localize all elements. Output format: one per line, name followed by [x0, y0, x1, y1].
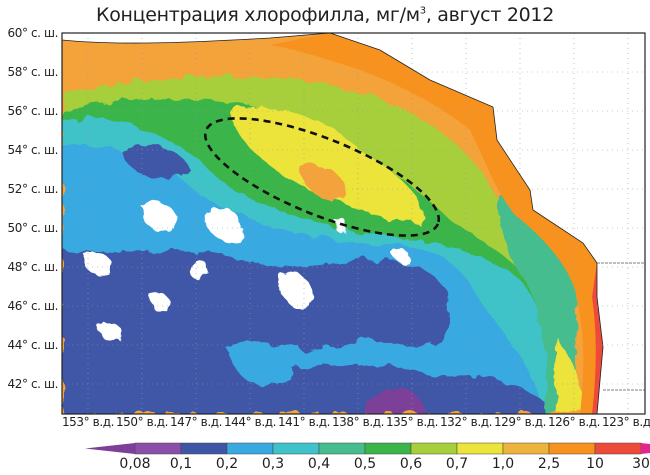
colorbar-label: 0,7	[445, 456, 469, 472]
latitude-label: 50° с. ш.	[7, 221, 58, 235]
colorbar-segment	[272, 442, 320, 455]
colorbar-segment	[226, 442, 274, 455]
latitude-label: 42° с. ш.	[7, 377, 58, 391]
region-dark-blue-south	[62, 307, 560, 414]
inland-border	[597, 262, 645, 391]
chlorophyll-field	[62, 33, 645, 414]
colorbar-segment	[134, 442, 182, 455]
longitude-label: 129° в.д.	[493, 415, 547, 429]
latitude-label: 54° с. ш.	[7, 143, 58, 157]
colorbar	[85, 442, 650, 455]
region-purple	[365, 386, 425, 414]
colorbar-segment	[548, 442, 596, 455]
longitude-label: 138° в.д.	[331, 415, 385, 429]
colorbar-segment	[502, 442, 550, 455]
latitude-label: 46° с. ш.	[7, 299, 58, 313]
coastal-band-orange	[270, 33, 603, 414]
longitude-label: 141° в.д.	[277, 415, 331, 429]
longitude-label: 132° в.д.	[439, 415, 493, 429]
colorbar-segment	[318, 442, 366, 455]
land	[62, 33, 645, 414]
colorbar-segment	[364, 442, 412, 455]
latitude-label: 44° с. ш.	[7, 338, 58, 352]
colorbar-label: 30	[632, 456, 650, 472]
colorbar-label: 0,08	[119, 456, 151, 472]
colorbar-segment	[410, 442, 458, 455]
title-text: Концентрация хлорофилла, мг/м	[96, 4, 420, 26]
colorbar-label: 0,1	[169, 456, 193, 472]
colorbar-label: 0,2	[215, 456, 239, 472]
longitude-label: 135° в.д.	[385, 415, 439, 429]
longitude-label: 153° в.д.	[61, 415, 115, 429]
colorbar-segment	[180, 442, 228, 455]
longitude-label: 147° в.д.	[169, 415, 223, 429]
latitude-label: 52° с. ш.	[7, 182, 58, 196]
colorbar-label: 1,0	[491, 456, 515, 472]
region-dark-blue-north	[120, 146, 190, 179]
colorbar-label: 10	[586, 456, 604, 472]
region-orange-patch	[300, 164, 346, 201]
colorbar-min-arrow	[85, 443, 135, 454]
colorbar-label: 0,3	[261, 456, 285, 472]
cloud-gaps	[84, 201, 409, 342]
latitude-label: 56° с. ш.	[7, 104, 58, 118]
region-yellow-patches	[230, 107, 422, 225]
colorbar-label: 0,5	[353, 456, 377, 472]
highlight-ellipse	[203, 117, 441, 237]
title-suffix: , август 2012	[425, 4, 554, 26]
colorbar-segment	[594, 442, 642, 455]
colorbar-label: 0,6	[399, 456, 423, 472]
latitude-label: 48° с. ш.	[7, 260, 58, 274]
colorbar-segment	[456, 442, 504, 455]
longitude-label: 126° в.д.	[547, 415, 601, 429]
longitude-label: 150° в.д.	[115, 415, 169, 429]
colorbar-label: 0,4	[307, 456, 331, 472]
graticule	[62, 33, 645, 414]
map-frame	[61, 32, 646, 415]
latitude-label: 58° с. ш.	[7, 65, 58, 79]
longitude-label: 144° в.д.	[223, 415, 277, 429]
colorbar-max-arrow	[641, 443, 650, 454]
longitude-label: 123° в.д.	[601, 415, 650, 429]
title-superscript: 3	[419, 5, 426, 17]
colorbar-label: 2,5	[537, 456, 561, 472]
latitude-label: 60° с. ш.	[7, 26, 58, 40]
coastal-band-yellow	[555, 340, 585, 414]
region-light-blue-south	[230, 341, 292, 386]
map-title: Концентрация хлорофилла, мг/м3, август 2…	[0, 4, 650, 26]
